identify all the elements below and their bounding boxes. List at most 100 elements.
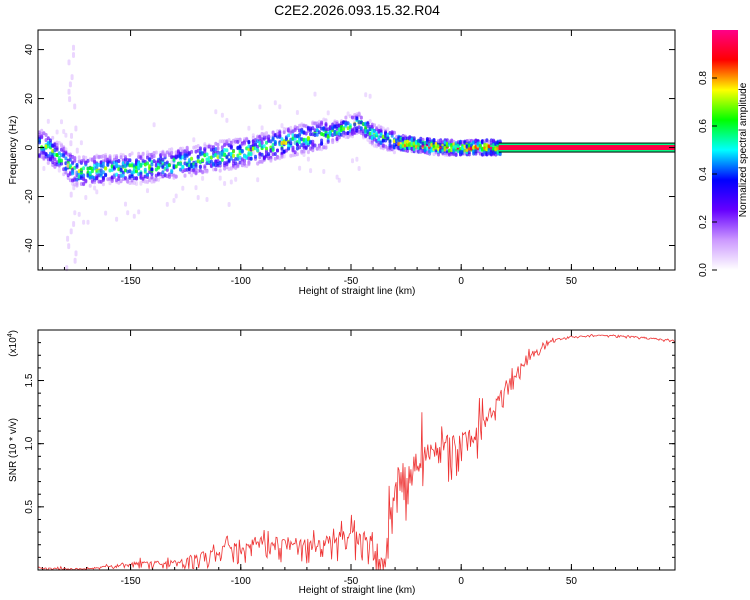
spectrogram-cell	[119, 155, 123, 160]
spectrogram-cell	[42, 166, 46, 171]
spectrogram-cell	[172, 157, 176, 162]
spectrogram-cell	[227, 202, 231, 207]
spectrogram-cell	[359, 126, 363, 131]
spectrogram-cell	[64, 132, 68, 138]
spectrogram-cell	[271, 147, 275, 152]
spectrogram-cell	[357, 166, 361, 171]
spectrogram-cell	[64, 167, 68, 171]
spectrogram-cell	[121, 170, 125, 175]
spectrogram-cell	[291, 147, 295, 152]
snr-panel: -150 -100 -50 0 50 0.5 1.0 1.5 Height of strai…	[7, 329, 676, 596]
spectrogram-cell	[57, 163, 61, 168]
spectrogram-cell	[309, 128, 313, 133]
spectrogram-cell	[454, 152, 458, 157]
spectrogram-cell	[320, 138, 324, 143]
spectrogram-cell	[130, 151, 134, 156]
spectrogram-cell	[481, 139, 484, 144]
x-tick-label: 0	[458, 576, 464, 587]
spectrogram-cell	[368, 119, 372, 124]
spectrogram-cell	[77, 211, 81, 217]
spectrogram-cell	[265, 140, 268, 145]
spectrogram-cell	[315, 146, 319, 151]
spectrogram-cell	[417, 142, 421, 147]
spectrogram-cell	[223, 152, 227, 157]
spectrogram-cell	[209, 159, 213, 164]
spectrogram-cell	[269, 159, 273, 163]
spectrogram-cell	[225, 117, 229, 123]
spectrogram-cell	[196, 195, 200, 200]
spectrogram-cell	[258, 134, 262, 139]
spectrogram-cell	[74, 169, 78, 176]
spectrogram-cell	[82, 173, 86, 178]
spectrogram-cell	[267, 137, 271, 142]
spectrogram-cell	[152, 154, 156, 159]
spectrogram-cell	[143, 167, 147, 172]
spectrogram-cell	[355, 116, 359, 121]
y-tick-label: 40	[24, 44, 35, 56]
x-tick-label: -50	[344, 276, 359, 287]
spectrogram-cell	[262, 144, 266, 149]
spectrogram-cell	[243, 158, 246, 163]
y-tick-label: 1.0	[24, 436, 35, 450]
spectrogram-cell	[82, 158, 86, 163]
spectrogram-cell	[60, 119, 63, 125]
spectrogram-cell	[101, 170, 105, 175]
spectrogram-cell	[234, 157, 238, 161]
spectrogram-cell	[110, 178, 114, 183]
spectrogram-cell	[152, 122, 156, 128]
spectrogram-cell	[67, 88, 71, 95]
spectrogram-cell	[218, 155, 222, 159]
spectrogram-cell	[104, 210, 108, 216]
spectrogram-cell	[170, 147, 174, 152]
spectrogram-cell	[190, 149, 194, 154]
spectrogram-cell	[412, 136, 416, 141]
spectrogram-cell	[69, 191, 73, 198]
spectrogram-cell	[293, 150, 297, 155]
spectrogram-cell	[280, 137, 284, 142]
spectrogram-cell	[273, 152, 277, 156]
spectrogram-cell	[227, 159, 231, 164]
spectrogram-cell	[311, 148, 315, 153]
spectrogram-cell	[115, 161, 119, 166]
spectrogram-cell	[326, 139, 330, 144]
spectrogram-cell	[245, 137, 249, 142]
spectrogram-cell	[320, 141, 324, 146]
spectrogram-cell	[203, 146, 207, 151]
spectrogram-cell	[324, 142, 328, 148]
spectrogram-cell	[220, 139, 224, 144]
spectrogram-cell	[236, 164, 240, 169]
spectrogram-cell	[335, 174, 339, 180]
spectrogram-cell	[77, 155, 81, 160]
spectrogram-cell	[201, 175, 205, 181]
spectrogram-cell	[267, 134, 271, 139]
spectrogram-cell	[84, 179, 88, 184]
spectrogram-cell	[245, 164, 249, 169]
spectrogram-cell	[346, 121, 350, 126]
spectrogram-cell	[66, 235, 70, 242]
spectrogram-cell	[174, 174, 178, 179]
x-tick-label: -100	[231, 276, 251, 287]
colorbar-tick-label: 0.8	[698, 71, 709, 85]
spectrogram-cell	[161, 157, 165, 162]
spectrogram-cell	[157, 177, 160, 182]
spectrogram-cell	[220, 157, 224, 162]
spectrogram-cell	[328, 125, 332, 130]
spectrogram-cell	[126, 161, 130, 166]
snr-multiplier-exp: 4	[7, 333, 14, 337]
spectrogram-cell	[126, 210, 130, 216]
spectrogram-cell	[73, 155, 77, 160]
spectrogram-cell	[194, 185, 198, 191]
spectrogram-cell	[322, 169, 326, 174]
spectrogram-cell	[295, 110, 299, 115]
spectrogram-cell	[165, 201, 169, 207]
spectrogram-cell	[324, 145, 328, 150]
spectrogram-cell	[194, 166, 198, 171]
spectrogram-cell	[104, 166, 108, 171]
spectrogram-y-axis: -40 -20 0 20 40	[24, 44, 675, 253]
spectrogram-cell	[128, 158, 132, 163]
y-tick-label: 0	[24, 144, 35, 150]
spectrogram-cell	[117, 159, 121, 163]
spectrogram-cell	[64, 161, 68, 166]
spectrogram-cell	[232, 153, 235, 158]
spectrogram-ridge	[498, 142, 675, 153]
